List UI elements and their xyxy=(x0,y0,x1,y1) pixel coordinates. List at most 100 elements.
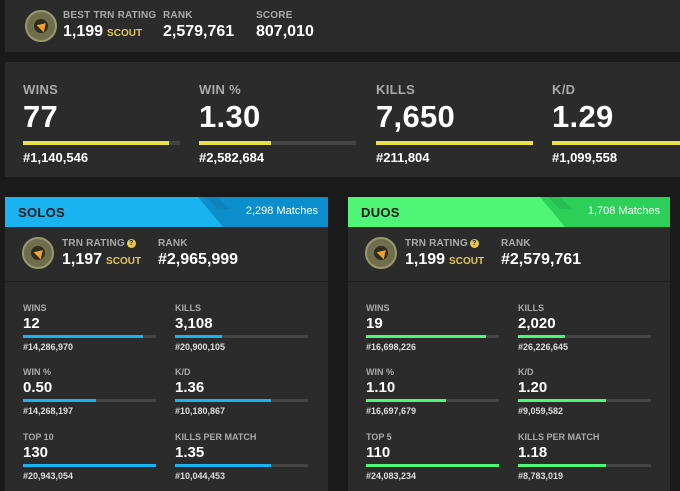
stat-value: 1.30 xyxy=(199,99,261,134)
trn-rating-value: 1,199 xyxy=(405,251,446,268)
solos-stat-top-10: TOP 10 130 #20,943,054 xyxy=(23,432,158,481)
solos-rating-row: TRN RATING? 1,197 SCOUT RANK #2,965,999 xyxy=(5,227,328,282)
stat-progress-bar xyxy=(23,464,156,467)
rank-value: #2,965,999 xyxy=(158,251,239,268)
stat-rank: #14,268,197 xyxy=(23,406,74,416)
stat-progress-fill xyxy=(175,335,222,338)
info-icon[interactable]: ? xyxy=(469,239,479,248)
stat-label: TOP 5 xyxy=(366,432,392,442)
duos-rank: RANK #2,579,761 xyxy=(501,238,581,269)
duos-header[interactable]: DUOS 1,708 Matches xyxy=(348,197,670,227)
info-icon[interactable]: ? xyxy=(126,239,136,248)
solos-panel: SOLOS 2,298 Matches TRN RATING? 1,197 SCO… xyxy=(5,197,328,491)
overview-rating-bar: BEST TRN RATING 1,199 SCOUT RANK 2,579,76… xyxy=(5,0,680,52)
lifetime-stat-win-pct: WIN % 1.30 #2,582,684 xyxy=(199,82,359,165)
rank-label: RANK xyxy=(163,10,193,21)
rank-value: #2,579,761 xyxy=(501,251,582,268)
stat-progress-fill xyxy=(23,335,143,338)
stat-rank: #16,698,226 xyxy=(366,342,417,352)
stat-progress-bar xyxy=(518,399,651,402)
stat-label: KILLS xyxy=(518,303,544,313)
stat-progress-bar xyxy=(23,335,156,338)
duos-panel: DUOS 1,708 Matches TRN RATING? 1,199 SCOU… xyxy=(348,197,670,491)
stat-progress-fill xyxy=(518,464,606,467)
stat-label: WINS xyxy=(23,82,59,97)
duos-match-count: 1,708 Matches xyxy=(587,205,660,217)
stat-progress-fill xyxy=(552,141,680,145)
stat-rank: #2,582,684 xyxy=(199,150,265,165)
overall-score: SCORE 807,010 xyxy=(256,10,314,41)
duos-stat-wins: WINS 19 #16,698,226 xyxy=(366,303,501,352)
trn-rating-label: TRN RATING xyxy=(62,238,125,249)
solos-header[interactable]: SOLOS 2,298 Matches xyxy=(5,197,328,227)
stat-progress-fill xyxy=(23,464,156,467)
best-trn-rating: BEST TRN RATING 1,199 SCOUT xyxy=(63,10,156,41)
stat-progress-bar xyxy=(518,464,651,467)
stat-rank: #10,180,867 xyxy=(175,406,226,416)
stat-progress-fill xyxy=(366,464,499,467)
stat-value: 2,020 xyxy=(518,315,556,332)
lifetime-stat-wins: WINS 77 #1,140,546 xyxy=(23,82,183,165)
solos-stat-kills: KILLS 3,108 #20,900,105 xyxy=(175,303,310,352)
stat-label: K/D xyxy=(518,367,534,377)
stat-label: WIN % xyxy=(23,367,51,377)
trn-rating-value: 1,197 xyxy=(62,251,103,268)
best-trn-rating-label: BEST TRN RATING xyxy=(63,10,157,21)
stat-label: KILLS xyxy=(376,82,416,97)
solos-title: SOLOS xyxy=(18,205,66,220)
stat-value: 12 xyxy=(23,315,40,332)
duos-stat-win-pct: WIN % 1.10 #16,697,679 xyxy=(366,367,501,416)
stat-value: 1.10 xyxy=(366,379,396,396)
header-accent-shape xyxy=(198,197,328,227)
stat-progress-fill xyxy=(199,141,272,145)
stat-rank: #1,140,546 xyxy=(23,150,89,165)
trn-rating-badge-icon xyxy=(22,237,54,269)
duos-trn-rating: TRN RATING? 1,199 SCOUT xyxy=(405,238,484,269)
stat-label: WIN % xyxy=(366,367,394,377)
stat-value: 1.20 xyxy=(518,379,548,396)
rating-tier: SCOUT xyxy=(107,28,143,39)
stat-progress-fill xyxy=(366,335,486,338)
stat-label: TOP 10 xyxy=(23,432,54,442)
stat-rank: #8,783,019 xyxy=(518,471,564,481)
stat-progress-fill xyxy=(175,399,271,402)
stat-rank: #26,226,645 xyxy=(518,342,569,352)
stat-rank: #1,099,558 xyxy=(552,150,618,165)
duos-rating-row: TRN RATING? 1,199 SCOUT RANK #2,579,761 xyxy=(348,227,670,282)
solos-rank: RANK #2,965,999 xyxy=(158,238,238,269)
rank-label: RANK xyxy=(501,238,531,249)
stat-progress-bar xyxy=(175,464,308,467)
stat-progress-fill xyxy=(23,141,169,145)
stat-progress-fill xyxy=(518,335,565,338)
stat-rank: #24,083,234 xyxy=(366,471,417,481)
stat-value: 3,108 xyxy=(175,315,213,332)
stat-progress-bar xyxy=(175,399,308,402)
stat-label: WIN % xyxy=(199,82,241,97)
stat-label: K/D xyxy=(552,82,576,97)
stat-rank: #14,286,970 xyxy=(23,342,74,352)
stat-progress-fill xyxy=(518,399,606,402)
stat-label: WINS xyxy=(366,303,390,313)
rank-value: 2,579,761 xyxy=(163,23,235,40)
solos-stat-wins: WINS 12 #14,286,970 xyxy=(23,303,158,352)
stat-progress-bar xyxy=(366,464,499,467)
stat-value: 130 xyxy=(23,444,49,461)
lifetime-stat-kills: KILLS 7,650 #211,804 xyxy=(376,82,536,165)
stat-progress-fill xyxy=(175,464,271,467)
solos-stat-kills-per-match: KILLS PER MATCH 1.35 #10,044,453 xyxy=(175,432,310,481)
trn-rating-badge-icon xyxy=(365,237,397,269)
stat-value: 1.29 xyxy=(552,99,614,134)
stat-label: K/D xyxy=(175,367,191,377)
score-label: SCORE xyxy=(256,10,293,21)
lifetime-stat-kd: K/D 1.29 #1,099,558 xyxy=(552,82,680,165)
stat-value: 7,650 xyxy=(376,99,456,134)
duos-stat-top-5: TOP 5 110 #24,083,234 xyxy=(366,432,501,481)
stat-progress-bar xyxy=(23,399,156,402)
rank-label: RANK xyxy=(158,238,188,249)
stat-label: KILLS xyxy=(175,303,201,313)
rating-tier: SCOUT xyxy=(106,256,142,267)
overall-rank: RANK 2,579,761 xyxy=(163,10,234,41)
duos-title: DUOS xyxy=(361,205,400,220)
trn-rating-label: TRN RATING xyxy=(405,238,468,249)
duos-stat-kills: KILLS 2,020 #26,226,645 xyxy=(518,303,653,352)
